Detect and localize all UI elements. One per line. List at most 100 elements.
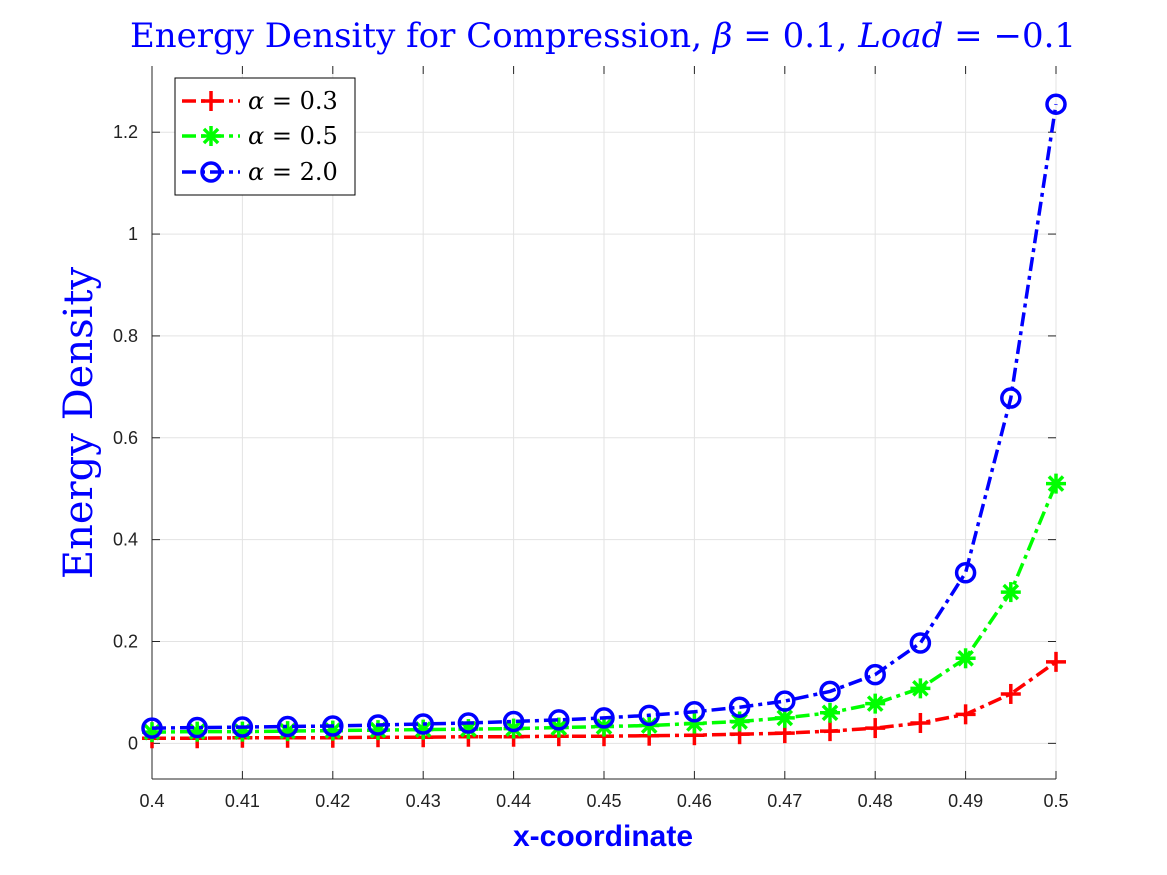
- data-point: [819, 680, 841, 703]
- legend-label-alpha-2-0: α = 2.0: [248, 158, 338, 186]
- y-axis-label: Energy Density: [56, 267, 102, 580]
- x-tick-label: 0.45: [586, 791, 621, 811]
- data-point: [457, 712, 480, 734]
- marker-stroke: [231, 716, 254, 738]
- y-tick-labels: 0 0.2 0.4 0.6 0.8 1 1.2: [113, 122, 138, 753]
- x-tick-label: 0.44: [496, 791, 531, 811]
- marker-stroke: [414, 721, 432, 738]
- data-point: [1045, 93, 1067, 115]
- y-tick-label: 0: [128, 733, 138, 753]
- axes: [151, 66, 1057, 780]
- data-point: [865, 693, 886, 714]
- data-point: [276, 715, 299, 738]
- data-point: [864, 663, 886, 686]
- data-point: [910, 678, 931, 699]
- marker-stroke: [683, 701, 706, 723]
- marker-stroke: [367, 714, 389, 736]
- x-tick-label: 0.43: [406, 791, 441, 811]
- x-tick-label: 0.49: [948, 791, 983, 811]
- legend-alpha-value: = 2.0: [264, 158, 338, 186]
- data-point: [1000, 387, 1022, 409]
- y-tick-label: 0.8: [113, 326, 138, 346]
- marker-stroke: [954, 561, 977, 584]
- data-point: [774, 690, 796, 712]
- legend-swatch: [182, 161, 240, 183]
- x-tick-labels: 0.4 0.41 0.42 0.43 0.44 0.45 0.46 0.47 0.48 0.49 0…: [139, 791, 1068, 811]
- legend-swatch-marker: [201, 91, 221, 111]
- legend-alpha-value: = 0.3: [264, 87, 338, 115]
- series-line: [151, 103, 1058, 730]
- y-tick-label: 1.2: [113, 122, 138, 142]
- x-tick-label: 0.5: [1043, 791, 1068, 811]
- data-point: [322, 715, 344, 737]
- marker-stroke: [957, 649, 974, 667]
- data-point: [955, 648, 976, 669]
- title-load-value: = −0.1: [943, 16, 1076, 56]
- marker-stroke: [819, 680, 841, 703]
- data-point: [1000, 582, 1021, 603]
- marker-stroke: [505, 720, 522, 737]
- data-point: [593, 707, 615, 729]
- marker-stroke: [276, 715, 299, 738]
- marker-stroke: [776, 709, 794, 727]
- data-point: [638, 704, 660, 727]
- data-point: [683, 701, 706, 723]
- legend-swatches: [182, 91, 240, 183]
- legend: α = 0.3 α = 0.5 α = 2.0: [174, 77, 356, 196]
- title-prefix: Energy Density for Compression,: [130, 16, 713, 56]
- data-point: [231, 716, 254, 738]
- title-beta-symbol: β: [711, 16, 733, 56]
- x-tick-label: 0.46: [677, 791, 712, 811]
- data-point: [909, 632, 932, 654]
- marker-stroke: [912, 680, 929, 697]
- marker-stroke: [728, 696, 751, 718]
- series--2-0: [141, 93, 1067, 739]
- marker-stroke: [457, 712, 480, 734]
- data-point: [955, 704, 976, 725]
- marker-stroke: [186, 716, 208, 739]
- legend-swatch: [182, 126, 240, 146]
- x-tick-label: 0.42: [315, 791, 350, 811]
- data-point: [141, 717, 163, 739]
- data-point: [1000, 683, 1021, 704]
- x-axis-label: x-coordinate: [513, 820, 693, 853]
- marker-stroke: [548, 709, 570, 731]
- title-beta-value: = 0.1,: [732, 16, 858, 56]
- data-point: [820, 721, 840, 742]
- marker-stroke: [774, 690, 796, 712]
- marker-stroke: [141, 717, 163, 739]
- data-point: [1046, 651, 1066, 672]
- marker-stroke: [1000, 387, 1022, 409]
- data-point: [728, 696, 751, 718]
- marker-stroke: [638, 704, 660, 727]
- marker-stroke: [593, 707, 615, 729]
- marker-stroke: [322, 715, 344, 737]
- y-tick-label: 0.4: [113, 530, 138, 550]
- data-point: [502, 710, 525, 733]
- y-tick-label: 1: [128, 224, 138, 244]
- legend-label-alpha-0-3: α = 0.3: [248, 87, 338, 115]
- chart-title: Energy Density for Compression, β = 0.1,…: [130, 16, 1076, 56]
- marker-stroke: [1047, 475, 1065, 492]
- y-tick-label: 0.2: [113, 631, 138, 651]
- data-point: [954, 561, 977, 584]
- title-load-symbol: Load: [857, 16, 943, 56]
- data-point: [910, 712, 931, 733]
- marker-stroke: [202, 127, 220, 145]
- marker-stroke: [864, 663, 886, 686]
- x-tick-label: 0.4: [139, 791, 164, 811]
- marker-stroke: [909, 632, 932, 654]
- x-tick-label: 0.41: [225, 791, 260, 811]
- marker-stroke: [502, 710, 525, 733]
- series-lines: [141, 93, 1067, 749]
- legend-alpha-symbol: α: [248, 158, 264, 186]
- marker-stroke: [866, 695, 884, 712]
- legend-swatch: [182, 91, 240, 111]
- data-point: [186, 716, 208, 739]
- data-point: [367, 714, 389, 736]
- marker-stroke: [1002, 583, 1020, 601]
- marker-stroke: [412, 713, 434, 735]
- marker-stroke: [1045, 93, 1067, 115]
- legend-label-alpha-0-5: α = 0.5: [248, 122, 338, 150]
